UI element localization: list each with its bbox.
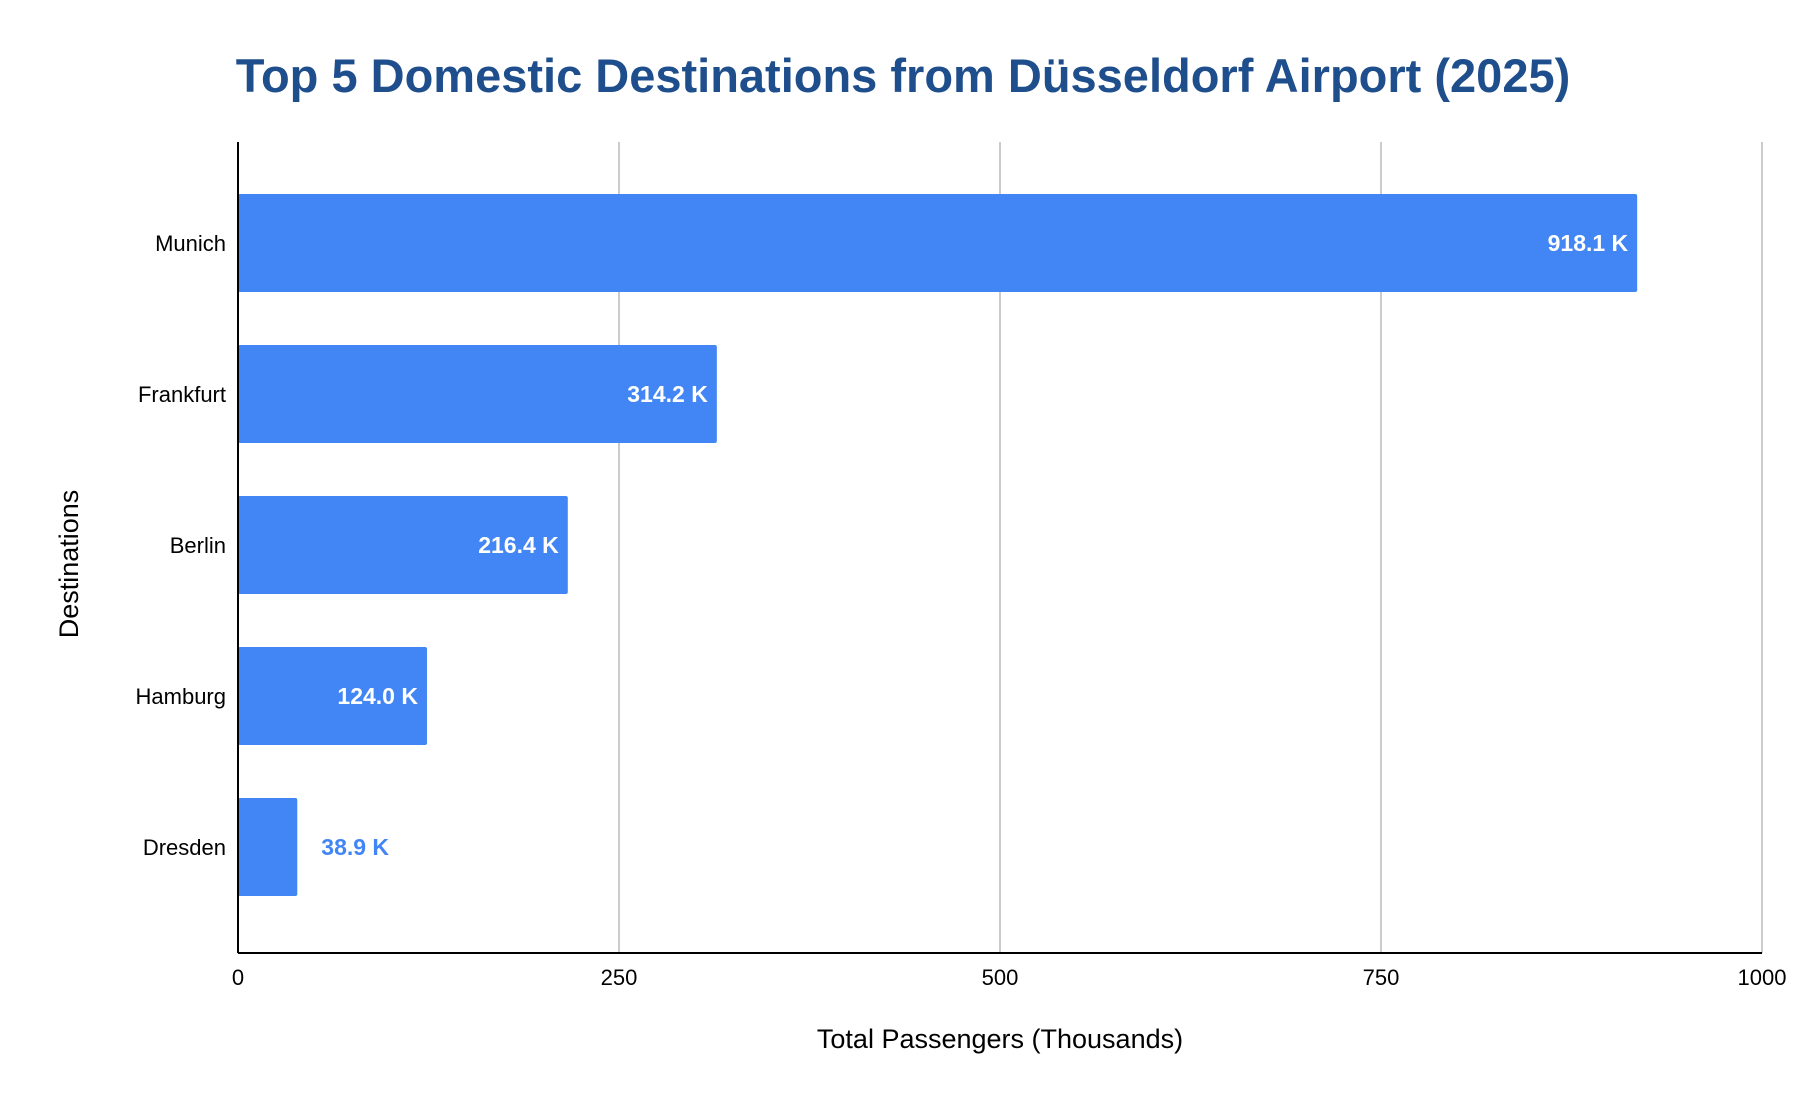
category-labels: Munich Frankfurt Berlin Hamburg Dresden bbox=[136, 231, 226, 860]
y-axis-title: Destinations bbox=[54, 490, 84, 639]
bars bbox=[238, 194, 1638, 896]
x-tick-label: 500 bbox=[982, 965, 1019, 990]
data-label: 38.9 K bbox=[321, 834, 389, 860]
x-tick-label: 0 bbox=[232, 965, 244, 990]
category-label: Munich bbox=[155, 231, 226, 256]
bar-berlin bbox=[238, 496, 568, 594]
data-labels: 918.1 K 314.2 K 216.4 K 124.0 K 38.9 K bbox=[321, 230, 1628, 860]
bar-munich bbox=[238, 194, 1638, 292]
x-axis-title: Total Passengers (Thousands) bbox=[817, 1024, 1183, 1054]
x-tick-labels: 0 250 500 750 1000 bbox=[232, 965, 1787, 990]
x-tick-label: 750 bbox=[1363, 965, 1400, 990]
data-label: 216.4 K bbox=[478, 532, 559, 558]
bar-hamburg bbox=[238, 647, 427, 745]
category-label: Frankfurt bbox=[138, 382, 226, 407]
data-label: 918.1 K bbox=[1548, 230, 1629, 256]
category-label: Dresden bbox=[143, 835, 226, 860]
x-tick-label: 1000 bbox=[1738, 965, 1787, 990]
data-label: 314.2 K bbox=[627, 381, 708, 407]
bar-frankfurt bbox=[238, 345, 717, 443]
category-label: Berlin bbox=[170, 533, 226, 558]
bar-dresden bbox=[238, 798, 298, 896]
category-label: Hamburg bbox=[136, 684, 226, 709]
x-tick-label: 250 bbox=[601, 965, 638, 990]
chart-title: Top 5 Domestic Destinations from Düsseld… bbox=[236, 49, 1571, 102]
data-label: 124.0 K bbox=[337, 683, 418, 709]
